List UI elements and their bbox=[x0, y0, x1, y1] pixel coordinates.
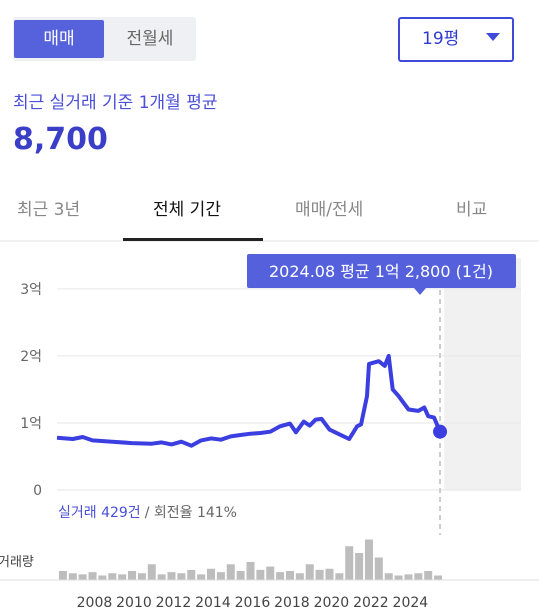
volume-bar bbox=[108, 573, 117, 580]
volume-bar bbox=[394, 575, 403, 580]
volume-bar bbox=[315, 569, 324, 580]
trade-toggle: 매매 전월세 bbox=[13, 17, 196, 61]
volume-bar bbox=[305, 564, 314, 580]
y-tick-label: 2억 bbox=[20, 349, 42, 365]
volume-bar bbox=[147, 564, 156, 580]
x-tick-label: 2008 bbox=[77, 595, 113, 610]
x-tick-label: 2018 bbox=[274, 595, 310, 610]
volume-label: 거래량 bbox=[0, 555, 34, 570]
volume-bar bbox=[177, 573, 186, 580]
volume-bar bbox=[88, 572, 97, 580]
volume-bar bbox=[216, 572, 225, 580]
size-select[interactable]: 19평 bbox=[398, 17, 514, 62]
y-tick-label: 0 bbox=[33, 483, 42, 499]
volume-bar bbox=[58, 571, 67, 580]
volume-bar bbox=[325, 568, 334, 580]
volume-bar bbox=[404, 574, 413, 580]
future-area bbox=[444, 258, 521, 490]
x-tick-label: 2022 bbox=[353, 595, 389, 610]
tab[interactable]: 전체 기간 bbox=[153, 200, 221, 220]
deal-count: 실거래 429건 bbox=[58, 505, 141, 521]
volume-bar bbox=[364, 539, 373, 580]
y-tick-label: 3억 bbox=[20, 282, 42, 298]
volume-bar bbox=[355, 553, 364, 580]
volume-bar bbox=[197, 574, 206, 580]
x-tick-label: 2014 bbox=[195, 595, 231, 610]
volume-bar bbox=[285, 571, 294, 580]
tab[interactable]: 최근 3년 bbox=[17, 200, 81, 220]
tab[interactable]: 매매/전세 bbox=[295, 200, 364, 220]
volume-bar bbox=[266, 566, 275, 580]
trade-stats: 실거래 429건 / 회전율 141% bbox=[58, 505, 237, 521]
turnover: / 회전율 141% bbox=[145, 505, 237, 521]
volume-bar bbox=[157, 574, 166, 580]
x-tick-label: 2010 bbox=[116, 595, 152, 610]
volume-bar bbox=[78, 574, 87, 580]
volume-bar bbox=[226, 564, 235, 580]
volume-bar bbox=[414, 573, 423, 580]
x-tick-label: 2012 bbox=[156, 595, 192, 610]
volume-bar bbox=[384, 573, 393, 580]
tab[interactable]: 비교 bbox=[456, 200, 488, 220]
volume-bar bbox=[246, 562, 255, 580]
dropdown-arrow bbox=[486, 33, 500, 41]
volume-bar bbox=[207, 568, 216, 580]
toggle-option[interactable]: 전월세 bbox=[126, 29, 174, 49]
volume-bar bbox=[137, 573, 146, 580]
volume-bar bbox=[256, 569, 265, 580]
volume-bar bbox=[98, 575, 107, 580]
volume-bar bbox=[335, 573, 344, 580]
volume-bar bbox=[68, 573, 77, 580]
volume-bar bbox=[276, 572, 285, 580]
volume-bar bbox=[167, 572, 176, 580]
toggle-option[interactable]: 매매 bbox=[14, 20, 104, 58]
tab-underline bbox=[123, 238, 263, 241]
last-point bbox=[433, 424, 448, 439]
tooltip-pointer bbox=[414, 288, 426, 295]
x-tick-label: 2024 bbox=[393, 595, 429, 610]
size-label: 19평 bbox=[422, 29, 460, 49]
tooltip-box bbox=[247, 254, 516, 288]
volume-bar bbox=[424, 571, 433, 580]
volume-bar bbox=[128, 571, 137, 580]
x-tick-label: 2016 bbox=[235, 595, 271, 610]
summary-value: 8,700 bbox=[13, 122, 108, 157]
volume-bar bbox=[187, 569, 196, 580]
tooltip-text: 2024.08 평균 1억 2,800 (1건) bbox=[269, 262, 493, 281]
volume-bar bbox=[118, 574, 127, 580]
x-tick-label: 2020 bbox=[314, 595, 350, 610]
summary-subtitle: 최근 실거래 기준 1개월 평균 bbox=[13, 93, 218, 113]
volume-bar bbox=[345, 546, 354, 580]
volume-bar bbox=[236, 571, 245, 580]
volume-bar bbox=[295, 573, 304, 580]
volume-bar bbox=[434, 575, 443, 580]
price-line bbox=[56, 353, 442, 448]
volume-bar bbox=[374, 557, 383, 580]
y-tick-label: 1억 bbox=[20, 416, 42, 432]
